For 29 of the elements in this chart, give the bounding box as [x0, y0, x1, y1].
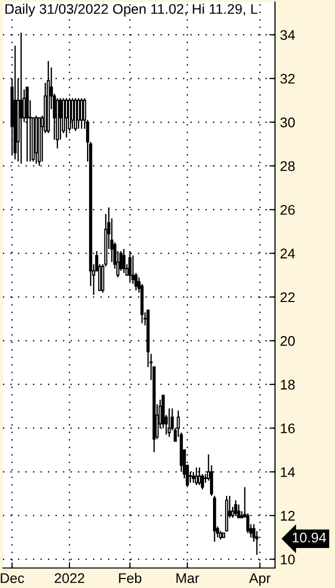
y-tick-label: 20 [280, 336, 295, 346]
y-tick-label: 14 [280, 467, 295, 477]
candlestick [58, 98, 62, 140]
y-tick-label: 22 [280, 292, 295, 302]
x-tick-label: 2022 [54, 573, 84, 584]
x-tick-label: Dec [0, 573, 24, 584]
y-tick-label: 30 [280, 118, 295, 128]
y-tick-label: 16 [280, 423, 295, 434]
y-tick-label: 28 [280, 161, 295, 172]
candlestick [34, 115, 38, 164]
y-tick-label: 26 [280, 204, 295, 215]
candlestick [222, 532, 226, 538]
y-tick-label: 24 [280, 248, 295, 258]
y-tick-label: 10 [280, 554, 295, 564]
candlestick [180, 432, 183, 472]
candlestick [64, 98, 68, 138]
y-tick-label: 32 [280, 74, 295, 84]
candlestick [74, 98, 78, 132]
y-tick-label: 12 [280, 510, 295, 521]
candlestick [225, 495, 228, 532]
x-tick-label: Mar [176, 573, 200, 584]
x-tick-label: Feb [119, 572, 142, 584]
x-tick-label: Apr [249, 573, 270, 586]
text: 10.94 [292, 532, 326, 542]
y-tick-label: 18 [280, 380, 295, 390]
candlestick [152, 366, 156, 453]
chart-title: Daily 31/03/2022 Open 11.02, Hi 11.29, L [6, 4, 258, 17]
candlestick [168, 408, 171, 438]
y-tick-label: 34 [280, 30, 295, 40]
